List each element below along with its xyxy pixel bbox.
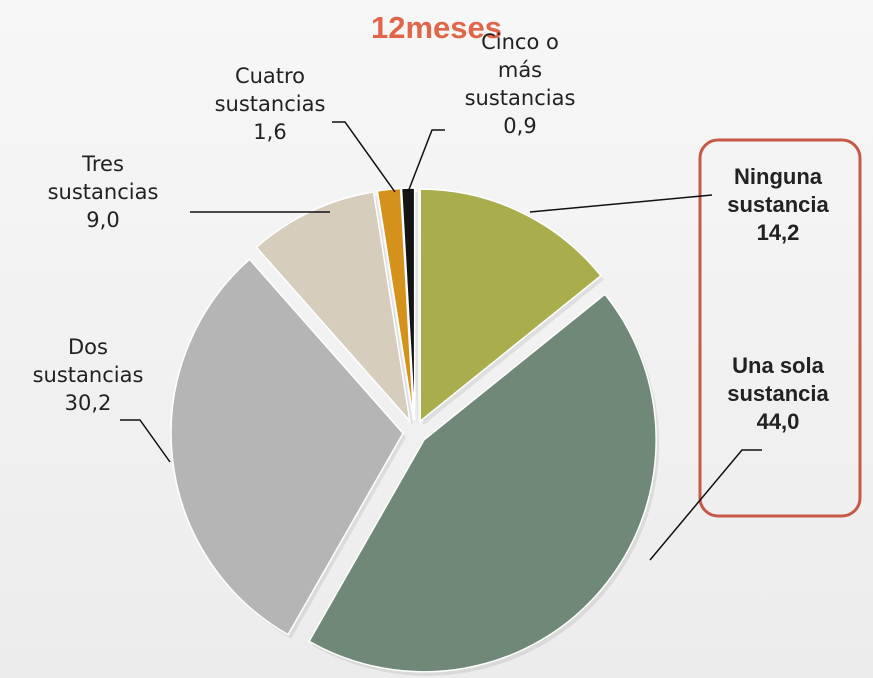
slice-label: Tres sustancias 9,0 bbox=[28, 150, 178, 234]
leader-lines bbox=[120, 121, 762, 561]
value-label: 9,0 bbox=[86, 208, 120, 232]
pie-slice bbox=[400, 187, 416, 421]
slice-label: Dos sustancias 30,2 bbox=[13, 333, 163, 417]
slice-label: Ninguna sustancia 14,2 bbox=[703, 163, 853, 247]
leader-line bbox=[529, 194, 713, 213]
slice-label: Cinco o más sustancias 0,9 bbox=[464, 28, 576, 140]
leader-line bbox=[120, 419, 171, 463]
value-label: 0,9 bbox=[503, 114, 537, 138]
pie-slice bbox=[308, 293, 657, 673]
slice-label: Una sola sustancia 44,0 bbox=[703, 352, 853, 436]
leader-line bbox=[649, 449, 762, 561]
pie-slice bbox=[376, 187, 415, 421]
value-label: 1,6 bbox=[253, 120, 287, 144]
value-label: 30,2 bbox=[64, 391, 112, 415]
category-label: Cinco o más sustancias bbox=[464, 30, 576, 110]
category-label: Cuatro sustancias bbox=[214, 64, 326, 116]
leader-line bbox=[332, 121, 396, 193]
category-label: Una sola sustancia bbox=[727, 353, 829, 406]
pie-slice bbox=[419, 188, 602, 423]
value-label: 44,0 bbox=[756, 409, 800, 434]
value-label: 14,2 bbox=[756, 220, 800, 245]
pie-slice bbox=[170, 258, 404, 636]
category-label: Tres sustancias bbox=[47, 152, 159, 204]
category-label: Ninguna sustancia bbox=[727, 164, 829, 217]
leader-line bbox=[407, 129, 445, 193]
highlight-box bbox=[698, 138, 862, 518]
chart-title: 12meses bbox=[370, 10, 502, 45]
slice-label: Cuatro sustancias 1,6 bbox=[195, 62, 345, 146]
pie bbox=[170, 187, 660, 676]
category-label: Dos sustancias bbox=[32, 335, 144, 387]
